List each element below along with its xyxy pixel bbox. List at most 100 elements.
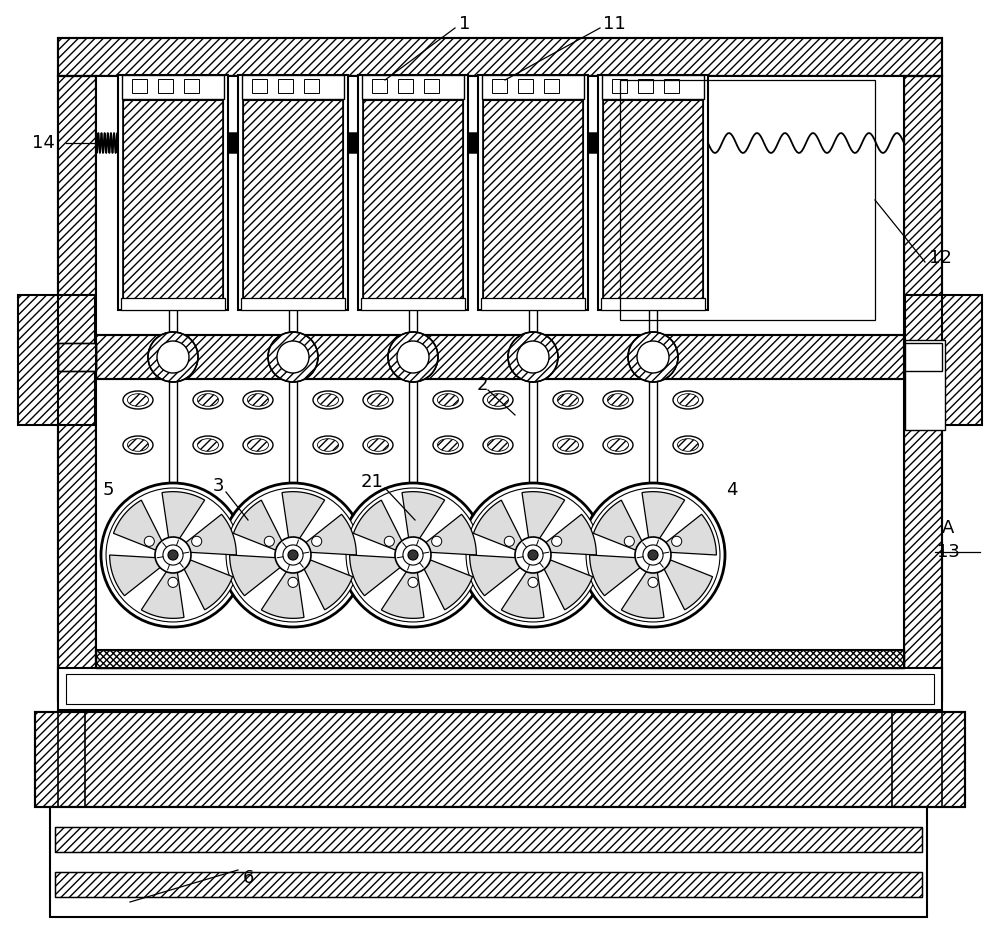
- Bar: [603, 100, 703, 300]
- Bar: [123, 100, 223, 300]
- Polygon shape: [544, 514, 596, 555]
- Polygon shape: [590, 555, 642, 596]
- Circle shape: [508, 332, 558, 382]
- Polygon shape: [303, 559, 353, 610]
- Bar: [544, 79, 559, 93]
- Ellipse shape: [368, 438, 388, 451]
- Bar: [664, 79, 679, 93]
- Polygon shape: [162, 492, 205, 540]
- Bar: [904, 76, 942, 700]
- Ellipse shape: [248, 394, 268, 406]
- Bar: [398, 79, 413, 93]
- Bar: [601, 298, 705, 310]
- Circle shape: [403, 545, 423, 565]
- Circle shape: [648, 577, 658, 587]
- Text: 3: 3: [212, 477, 224, 495]
- Polygon shape: [381, 570, 424, 618]
- Bar: [278, 79, 293, 93]
- Bar: [55, 827, 922, 852]
- Text: 12: 12: [929, 249, 951, 267]
- Ellipse shape: [678, 438, 698, 451]
- Bar: [96, 76, 904, 700]
- Text: 5: 5: [102, 481, 114, 499]
- Ellipse shape: [243, 391, 273, 409]
- Ellipse shape: [368, 394, 388, 406]
- Circle shape: [624, 536, 634, 547]
- Circle shape: [461, 483, 605, 627]
- Bar: [35, 712, 965, 807]
- Polygon shape: [470, 555, 522, 596]
- Circle shape: [283, 545, 303, 565]
- Circle shape: [528, 577, 538, 587]
- Circle shape: [101, 483, 245, 627]
- Ellipse shape: [558, 394, 578, 406]
- Ellipse shape: [673, 391, 703, 409]
- Circle shape: [432, 536, 442, 547]
- Ellipse shape: [608, 438, 629, 451]
- Polygon shape: [110, 555, 162, 596]
- Polygon shape: [350, 555, 402, 596]
- Bar: [638, 79, 653, 93]
- Bar: [58, 38, 942, 76]
- Bar: [620, 80, 875, 320]
- Ellipse shape: [128, 438, 148, 451]
- Ellipse shape: [553, 436, 583, 454]
- Circle shape: [648, 550, 658, 560]
- Ellipse shape: [433, 436, 463, 454]
- Bar: [241, 298, 345, 310]
- Circle shape: [628, 332, 678, 382]
- Bar: [478, 75, 588, 310]
- Circle shape: [466, 488, 600, 622]
- Bar: [55, 872, 922, 897]
- Bar: [158, 79, 173, 93]
- Polygon shape: [501, 570, 544, 618]
- Text: 14: 14: [32, 134, 55, 152]
- Circle shape: [672, 536, 682, 547]
- Circle shape: [312, 536, 322, 547]
- Bar: [96, 335, 904, 379]
- Bar: [358, 75, 468, 310]
- Ellipse shape: [433, 391, 463, 409]
- Bar: [424, 79, 439, 93]
- Circle shape: [144, 536, 154, 547]
- Bar: [483, 100, 583, 300]
- Bar: [602, 75, 704, 99]
- Circle shape: [643, 545, 663, 565]
- Text: 21: 21: [361, 473, 383, 491]
- Ellipse shape: [608, 394, 629, 406]
- Bar: [58, 343, 96, 371]
- Bar: [58, 38, 942, 76]
- Circle shape: [148, 332, 198, 382]
- Ellipse shape: [363, 391, 393, 409]
- Ellipse shape: [363, 436, 393, 454]
- Bar: [55, 827, 922, 852]
- Circle shape: [346, 488, 480, 622]
- Text: A: A: [942, 519, 954, 537]
- Polygon shape: [261, 570, 304, 618]
- Circle shape: [341, 483, 485, 627]
- Circle shape: [163, 545, 183, 565]
- Circle shape: [586, 488, 720, 622]
- Ellipse shape: [488, 438, 509, 451]
- Bar: [598, 75, 708, 310]
- Ellipse shape: [193, 436, 223, 454]
- Bar: [96, 335, 904, 379]
- Circle shape: [523, 545, 543, 565]
- Ellipse shape: [313, 436, 343, 454]
- Polygon shape: [141, 570, 184, 618]
- Circle shape: [268, 332, 318, 382]
- Ellipse shape: [128, 394, 148, 406]
- Text: 2: 2: [476, 376, 488, 394]
- Bar: [363, 100, 463, 300]
- Ellipse shape: [123, 391, 153, 409]
- Polygon shape: [184, 514, 236, 555]
- Bar: [905, 295, 982, 425]
- Bar: [123, 100, 223, 300]
- Circle shape: [528, 550, 538, 560]
- Circle shape: [408, 550, 418, 560]
- Bar: [243, 100, 343, 300]
- Circle shape: [155, 537, 191, 573]
- Circle shape: [226, 488, 360, 622]
- Circle shape: [395, 537, 431, 573]
- Circle shape: [277, 341, 309, 373]
